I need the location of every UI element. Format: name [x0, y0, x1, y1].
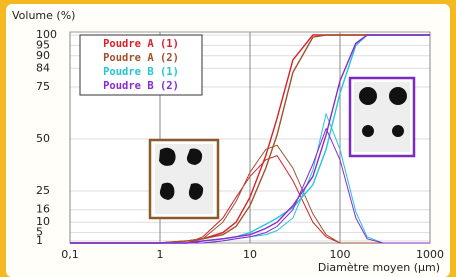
legend-entry: Poudre B (2): [103, 80, 179, 92]
y-axis-label: Volume (%): [12, 9, 75, 22]
x-tick-label: 100: [330, 248, 351, 261]
y-tick-label: 25: [36, 184, 50, 197]
y-tick-label: 75: [36, 80, 50, 93]
x-axis-label: Diamètre moyen (µm): [318, 261, 440, 274]
y-tick-label: 100: [36, 28, 57, 41]
particle-images-a: [150, 140, 218, 218]
particle-images-b: [350, 78, 414, 156]
x-tick-label: 1: [157, 248, 164, 261]
x-tick-label: 1000: [416, 248, 444, 261]
legend: Poudre A (1) Poudre A (2) Poudre B (1) Poud…: [80, 35, 202, 95]
legend-entry: Poudre A (2): [103, 52, 179, 64]
legend-entry: Poudre B (1): [103, 66, 179, 78]
legend-entry: Poudre A (1): [103, 38, 179, 50]
y-tick-label: 16: [36, 203, 50, 216]
y-tick-label: 84: [36, 61, 50, 74]
x-tick-label: 10: [243, 248, 257, 261]
page: Volume (%) Diamètre moyen (µm) 151016255…: [0, 0, 456, 277]
y-tick-label: 10: [36, 215, 50, 228]
y-tick-label: 50: [36, 132, 50, 145]
chart: Volume (%) Diamètre moyen (µm) 151016255…: [0, 0, 456, 277]
x-tick-label: 0,1: [61, 248, 79, 261]
